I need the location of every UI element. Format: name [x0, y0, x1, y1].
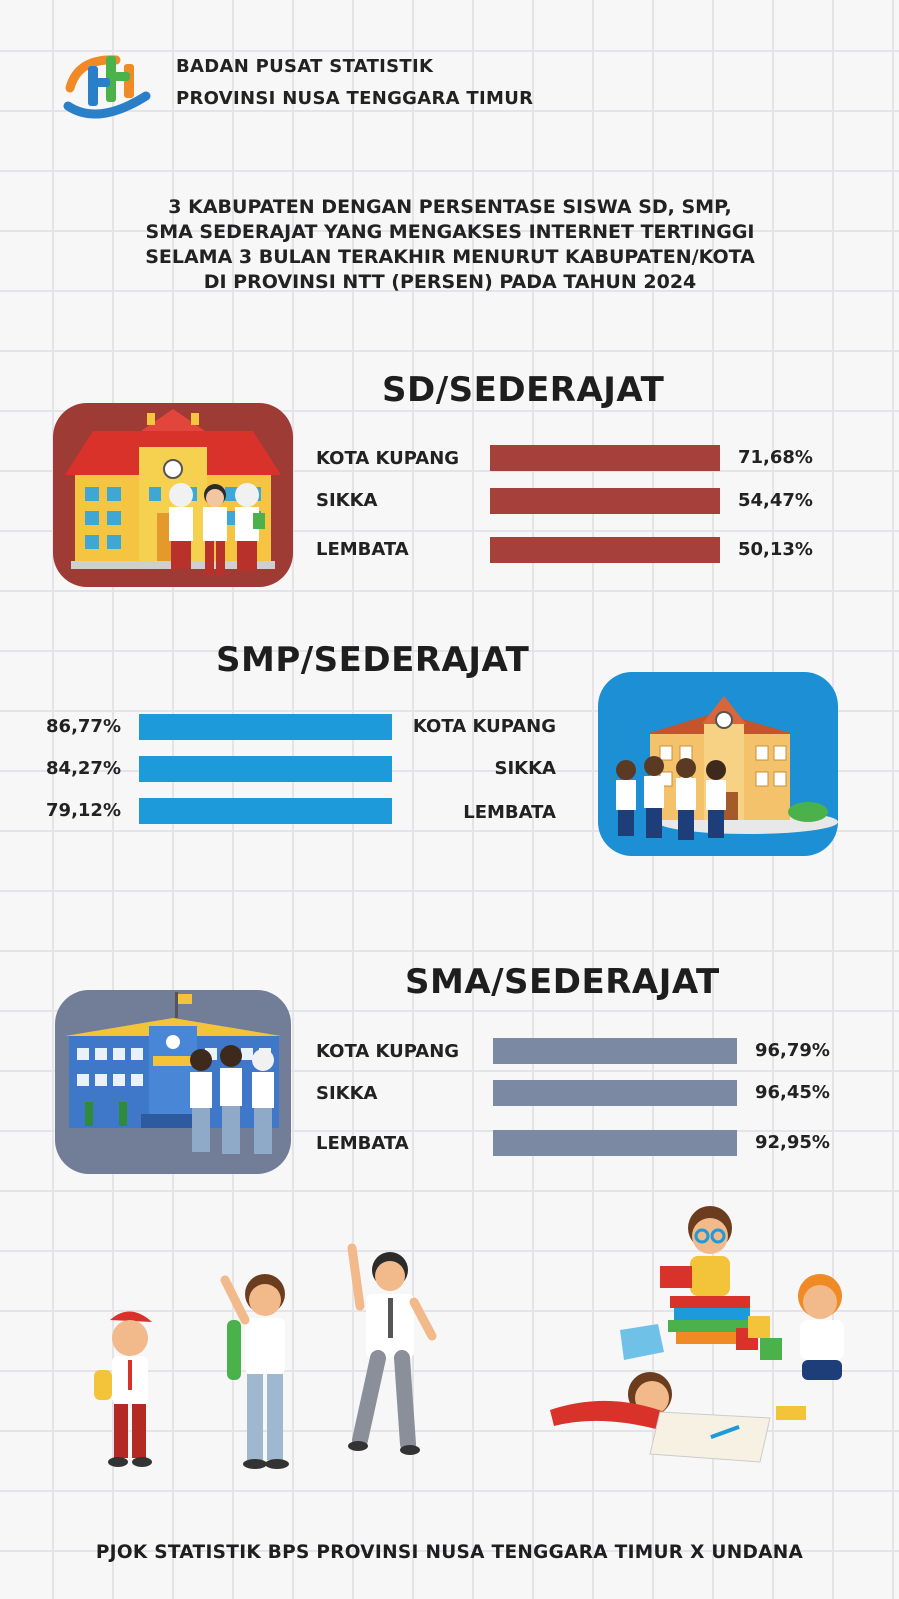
- page-title: 3 KABUPATEN DENGAN PERSENTASE SISWA SD, …: [60, 195, 840, 295]
- smp-bar: [139, 756, 392, 782]
- title-line: SMA SEDERAJAT YANG MENGAKSES INTERNET TE…: [145, 221, 755, 243]
- sma-bar: [493, 1080, 737, 1106]
- bps-logo-icon: [63, 55, 151, 119]
- sma-chart-title: SMA/SEDERAJAT: [405, 962, 720, 1002]
- smp-label-kota-kupang: KOTA KUPANG: [412, 716, 556, 737]
- sma-label-kota-kupang: KOTA KUPANG: [316, 1041, 460, 1062]
- sd-label-lembata: LEMBATA: [316, 539, 409, 560]
- sd-value-label: 54,47%: [738, 490, 813, 511]
- footer-credit: PJOK STATISTIK BPS PROVINSI NUSA TENGGAR…: [95, 1542, 804, 1563]
- sd-value-label: 71,68%: [738, 447, 813, 468]
- sma-label-lembata: LEMBATA: [316, 1133, 409, 1154]
- sma-value-label: 96,79%: [755, 1040, 830, 1061]
- sd-illustration: [53, 403, 293, 587]
- title-line: DI PROVINSI NTT (PERSEN) PADA TAHUN 2024: [203, 271, 697, 293]
- title-line: SELAMA 3 BULAN TERAKHIR MENURUT KABUPATE…: [145, 246, 755, 268]
- sma-value-label: 92,95%: [755, 1132, 830, 1153]
- smp-value-label: 86,77%: [46, 716, 121, 737]
- smp-value-label: 84,27%: [46, 758, 121, 779]
- smp-label-sikka: SIKKA: [494, 758, 557, 779]
- sd-bar: [490, 488, 720, 514]
- students-and-children-illustration: [60, 1200, 850, 1490]
- smp-illustration: [598, 672, 838, 856]
- sd-label-sikka: SIKKA: [316, 490, 378, 511]
- org-name-line1: BADAN PUSAT STATISTIK: [176, 56, 434, 77]
- title-line: 3 KABUPATEN DENGAN PERSENTASE SISWA SD, …: [168, 196, 732, 218]
- smp-chart-title: SMP/SEDERAJAT: [216, 640, 530, 680]
- smp-value-label: 79,12%: [46, 800, 121, 821]
- sma-value-label: 96,45%: [755, 1082, 830, 1103]
- smp-label-lembata: LEMBATA: [463, 802, 556, 823]
- sma-illustration: [55, 990, 291, 1174]
- sd-label-kota-kupang: KOTA KUPANG: [316, 448, 460, 469]
- smp-bar: [139, 714, 392, 740]
- sd-chart-title: SD/SEDERAJAT: [382, 370, 665, 410]
- org-name-line2: PROVINSI NUSA TENGGARA TIMUR: [176, 88, 534, 109]
- sma-bar: [493, 1038, 737, 1064]
- sd-bar: [490, 537, 720, 563]
- smp-bar: [139, 798, 392, 824]
- sma-label-sikka: SIKKA: [316, 1083, 378, 1104]
- sd-value-label: 50,13%: [738, 539, 813, 560]
- sma-bar: [493, 1130, 737, 1156]
- sd-bar: [490, 445, 720, 471]
